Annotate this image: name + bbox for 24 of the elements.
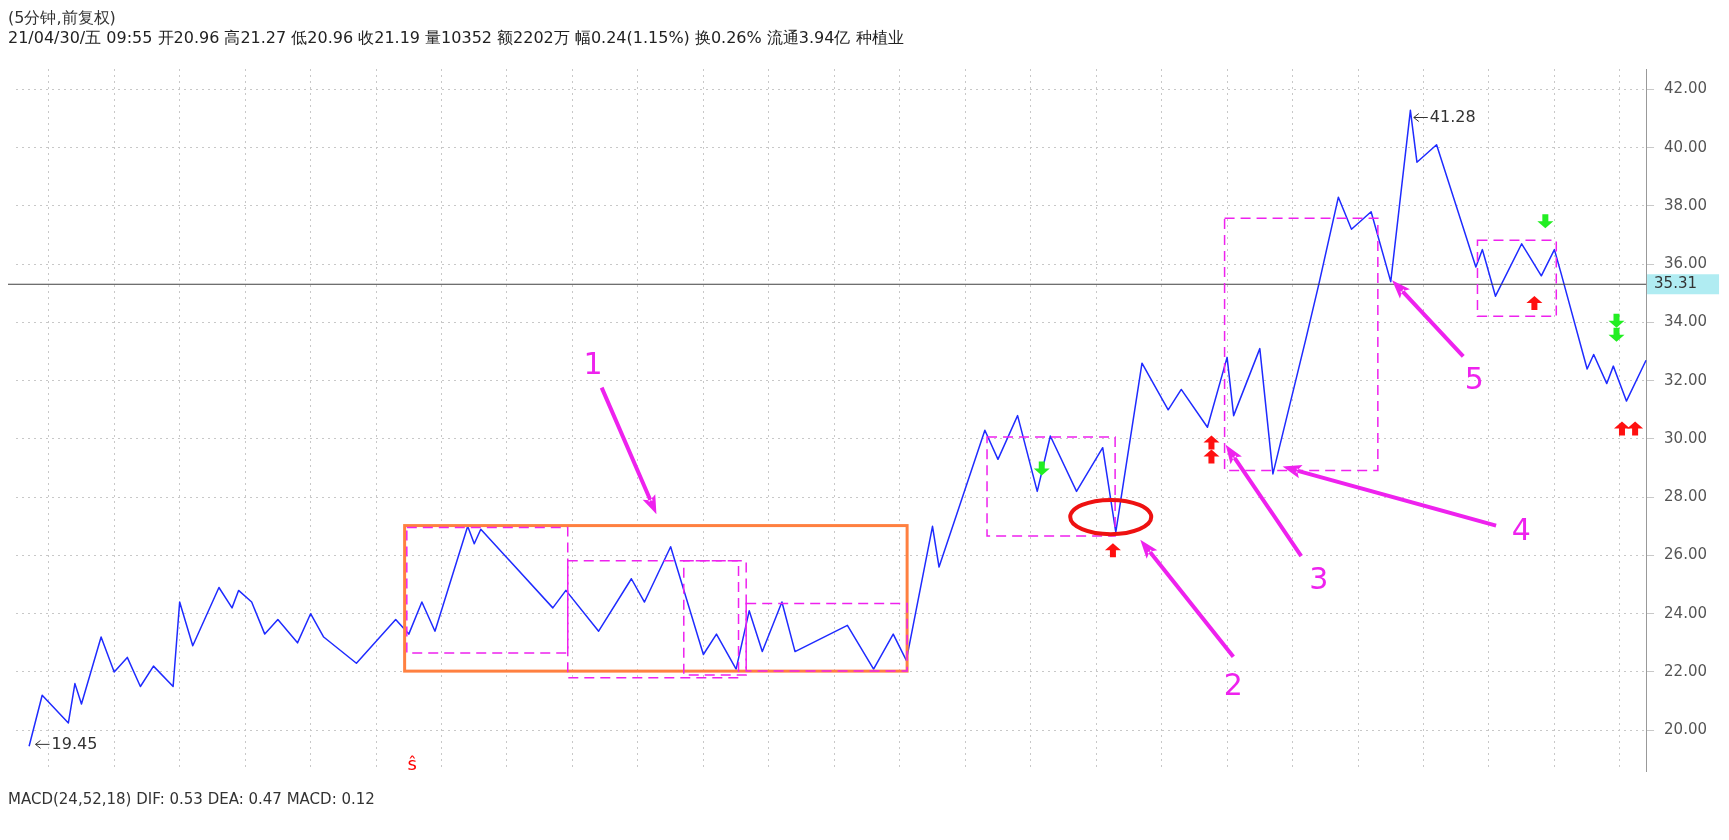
annotation: 1 xyxy=(583,345,603,381)
y-tick-label: 30.00 xyxy=(1664,428,1708,447)
annotation: 2 xyxy=(1223,667,1243,703)
y-tick-label: 32.00 xyxy=(1664,370,1708,389)
y-tick-label: 38.00 xyxy=(1664,195,1708,214)
y-tick-label: 40.00 xyxy=(1664,137,1708,156)
chart-title: (5分钟,前复权) xyxy=(8,8,117,28)
chart-subtitle: 21/04/30/五 09:55 开20.96 高21.27 低20.96 收21.19 量10352 额2202万 幅0.24(1.15%) 换0.26% 流通3.94亿 种植业 xyxy=(8,28,905,49)
y-tick-label: 28.00 xyxy=(1664,487,1708,506)
annotation: 5 xyxy=(1464,360,1484,396)
text: MACD(24,52,18) DIF: 0.53 DEA: 0.47 MACD: 0.12 xyxy=(8,790,376,810)
ref-line-label: 35.31 xyxy=(1654,274,1698,293)
y-tick-label: 36.00 xyxy=(1664,254,1708,273)
annotation: ŝ xyxy=(407,752,417,774)
y-tick-label: 34.00 xyxy=(1664,312,1708,331)
y-tick-label: 22.00 xyxy=(1664,661,1708,680)
annotation: 3 xyxy=(1309,560,1329,596)
annotation: 41.28 xyxy=(1429,106,1476,126)
annotation: 19.45 xyxy=(51,733,98,753)
annotation: 4 xyxy=(1511,512,1531,548)
y-tick-label: 24.00 xyxy=(1664,603,1708,622)
y-tick-label: 42.00 xyxy=(1664,79,1708,98)
y-tick-label: 26.00 xyxy=(1664,545,1708,564)
y-tick-label: 20.00 xyxy=(1664,720,1708,739)
